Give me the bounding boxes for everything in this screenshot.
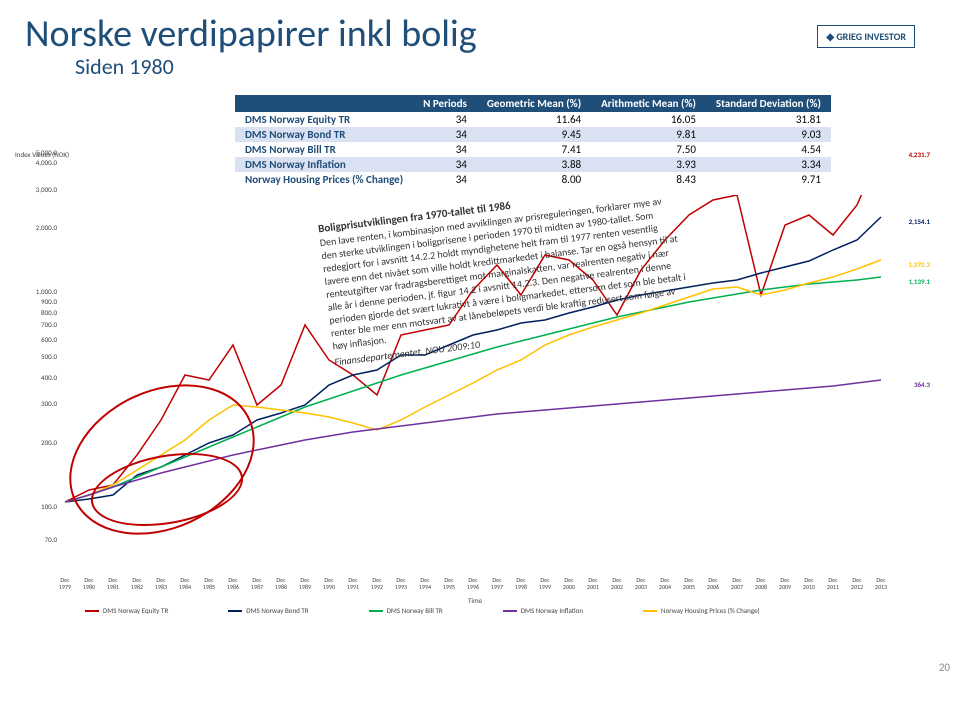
x-tick: Dec1988 xyxy=(269,577,293,590)
x-tick: Dec2004 xyxy=(653,577,677,590)
logo-text: GRIEG INVESTOR xyxy=(836,30,906,43)
y-tick: 1,000.0 xyxy=(25,287,57,296)
end-value-label: 4,231.7 xyxy=(909,150,930,159)
x-tick: Dec1985 xyxy=(197,577,221,590)
y-tick: 70.0 xyxy=(25,535,57,544)
legend: DMS Norway Equity TR DMS Norway Bond TR DM… xyxy=(85,606,925,615)
table-header: N Periods xyxy=(413,95,477,112)
y-tick: 300.0 xyxy=(25,399,57,408)
table-header xyxy=(235,95,413,112)
end-value-label: 364.3 xyxy=(914,380,930,389)
x-tick: Dec1984 xyxy=(173,577,197,590)
table-row: Norway Housing Prices (% Change)348.008.… xyxy=(235,172,831,187)
y-tick: 3,000.0 xyxy=(25,185,57,194)
legend-item: DMS Norway Equity TR xyxy=(85,606,168,615)
x-tick: Dec1994 xyxy=(413,577,437,590)
y-tick: 4,000.0 xyxy=(25,158,57,167)
x-tick: Dec1999 xyxy=(533,577,557,590)
table-row: DMS Norway Equity TR3411.6416.0531.81 xyxy=(235,112,831,127)
legend-item: DMS Norway Bill TR xyxy=(369,606,443,615)
x-tick: Dec2013 xyxy=(869,577,893,590)
x-tick: Dec2000 xyxy=(557,577,581,590)
table-header: Standard Deviation (%) xyxy=(706,95,831,112)
stats-table: N PeriodsGeometric Mean (%)Arithmetic Me… xyxy=(235,95,831,187)
y-tick: 800.0 xyxy=(25,308,57,317)
table-row: DMS Norway Bill TR347.417.504.54 xyxy=(235,142,831,157)
x-tick: Dec1997 xyxy=(485,577,509,590)
end-value-label: 1,370.3 xyxy=(909,260,930,269)
x-tick: Dec2011 xyxy=(821,577,845,590)
y-tick: 900.0 xyxy=(25,297,57,306)
legend-item: DMS Norway Inflation xyxy=(503,606,583,615)
x-tick: Dec2010 xyxy=(797,577,821,590)
y-tick: 5,000.0 xyxy=(25,148,57,157)
end-value-label: 1,139.1 xyxy=(909,277,930,286)
table-row: DMS Norway Bond TR349.459.819.03 xyxy=(235,127,831,142)
table-header: Arithmetic Mean (%) xyxy=(591,95,706,112)
x-tick: Dec2006 xyxy=(701,577,725,590)
x-tick: Dec2007 xyxy=(725,577,749,590)
x-axis-title: Time xyxy=(468,596,482,605)
legend-item: Norway Housing Prices (% Change) xyxy=(643,606,760,615)
x-tick: Dec1986 xyxy=(221,577,245,590)
y-tick: 200.0 xyxy=(25,438,57,447)
x-tick: Dec1993 xyxy=(389,577,413,590)
x-tick: Dec1991 xyxy=(341,577,365,590)
subtitle: Siden 1980 xyxy=(75,53,935,80)
x-tick: Dec1981 xyxy=(101,577,125,590)
table-row: DMS Norway Inflation343.883.933.34 xyxy=(235,157,831,172)
table-header: Geometric Mean (%) xyxy=(477,95,591,112)
end-value-label: 2,154.1 xyxy=(909,217,930,226)
y-tick: 600.0 xyxy=(25,335,57,344)
x-tick: Dec1989 xyxy=(293,577,317,590)
main-title: Norske verdipapirer inkl bolig xyxy=(25,15,935,53)
y-tick: 2,000.0 xyxy=(25,223,57,232)
y-tick: 400.0 xyxy=(25,373,57,382)
x-tick: Dec2005 xyxy=(677,577,701,590)
x-tick: Dec2002 xyxy=(605,577,629,590)
legend-swatch xyxy=(369,610,383,612)
x-axis: Dec1979Dec1980Dec1981Dec1982Dec1983Dec19… xyxy=(65,577,925,593)
x-tick: Dec1992 xyxy=(365,577,389,590)
x-tick: Dec2012 xyxy=(845,577,869,590)
x-tick: Dec1979 xyxy=(53,577,77,590)
x-tick: Dec1980 xyxy=(77,577,101,590)
x-tick: Dec1987 xyxy=(245,577,269,590)
legend-swatch xyxy=(85,610,99,612)
chart: Index Values (NOK) 5,000.04,000.03,000.0… xyxy=(25,195,925,615)
y-tick: 500.0 xyxy=(25,352,57,361)
header: Norske verdipapirer inkl bolig Siden 198… xyxy=(25,15,935,80)
y-tick: 700.0 xyxy=(25,320,57,329)
x-tick: Dec1995 xyxy=(437,577,461,590)
page-number: 20 xyxy=(939,661,950,674)
x-tick: Dec2009 xyxy=(773,577,797,590)
x-tick: Dec1982 xyxy=(125,577,149,590)
x-tick: Dec2003 xyxy=(629,577,653,590)
x-tick: Dec2001 xyxy=(581,577,605,590)
legend-swatch xyxy=(228,610,242,612)
x-tick: Dec1998 xyxy=(509,577,533,590)
y-tick: 100.0 xyxy=(25,502,57,511)
logo: ◆ GRIEG INVESTOR xyxy=(817,25,915,48)
x-tick: Dec1990 xyxy=(317,577,341,590)
x-tick: Dec1996 xyxy=(461,577,485,590)
x-tick: Dec1983 xyxy=(149,577,173,590)
legend-swatch xyxy=(503,610,517,612)
legend-item: DMS Norway Bond TR xyxy=(228,606,308,615)
legend-swatch xyxy=(643,610,657,612)
x-tick: Dec2008 xyxy=(749,577,773,590)
